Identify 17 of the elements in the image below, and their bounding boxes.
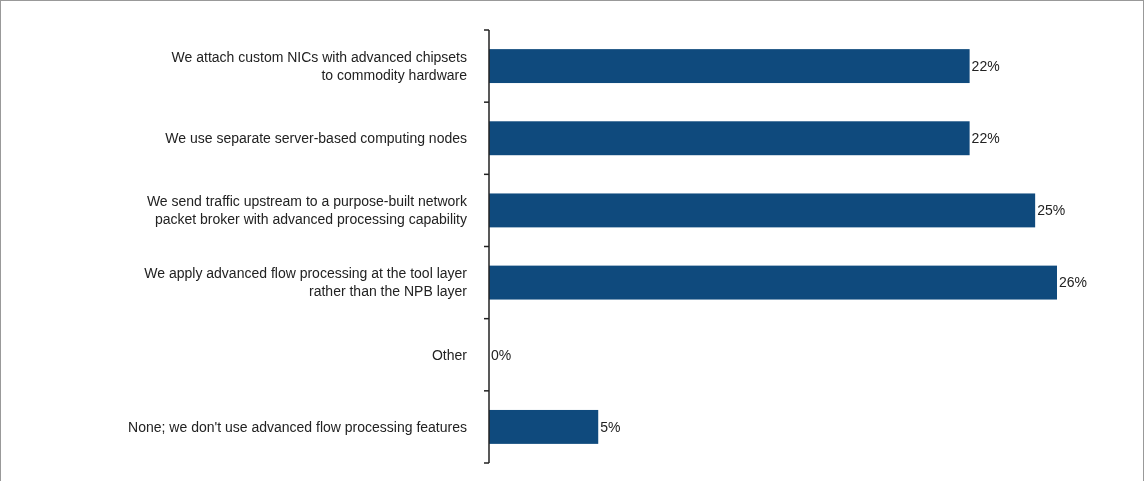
data-label: 22%	[971, 130, 1000, 147]
y-tick-label: We apply advanced flow processing at the tool layer rather than the NPB layer	[144, 265, 468, 300]
y-tick-label: We send traffic upstream to a purpose-built network packet broker with advanced processing capability	[146, 193, 468, 228]
y-tick-label: None; we don't use advanced flow processing features	[128, 418, 467, 435]
data-label: 0%	[491, 346, 512, 363]
y-tick-label: We use separate server-based computing nodes	[165, 130, 467, 147]
data-label: 22%	[971, 57, 1000, 74]
bar	[489, 49, 970, 84]
bar	[489, 409, 599, 444]
data-label: 5%	[600, 418, 621, 435]
data-label: 25%	[1037, 202, 1066, 219]
bar	[489, 265, 1057, 300]
bar	[489, 121, 970, 156]
y-tick-label: Other	[431, 346, 468, 363]
data-label: 26%	[1059, 274, 1088, 291]
y-tick-label: We attach custom NICs with advanced chipsets to commodity hardware	[171, 48, 468, 83]
bar	[489, 193, 1036, 228]
